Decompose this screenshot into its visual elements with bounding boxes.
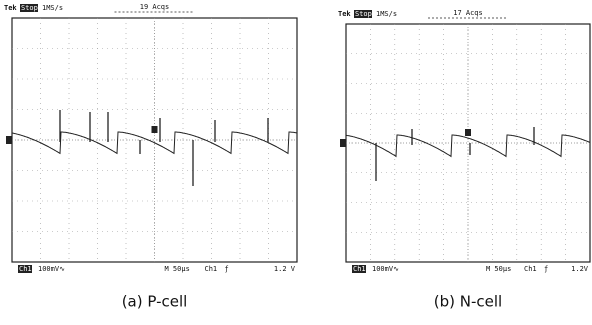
state: Stop xyxy=(355,10,372,18)
volts-per-div: 100mV∿ xyxy=(372,265,399,273)
figure: Tek Stop 1MS/s 19 Acqs Ch1 100mV∿ M 50μs Ch1 ƒ 1.… xyxy=(0,0,592,325)
ground-marker xyxy=(6,136,12,144)
acquisitions: 17 Acqs xyxy=(453,9,483,17)
trigger-source: Ch1 xyxy=(205,265,218,273)
caption: (a) P-cell xyxy=(122,293,188,311)
ground-marker xyxy=(340,139,346,147)
trigger-level: 1.2 V xyxy=(274,265,296,273)
page: Tek Stop 1MS/s 19 Acqs Ch1 100mV∿ M 50μs Ch1 ƒ 1.… xyxy=(0,0,592,325)
sample-rate: 1MS/s xyxy=(376,10,397,18)
trigger-slope: ƒ xyxy=(544,265,548,273)
trigger-marker xyxy=(152,126,158,133)
caption: (b) N-cell xyxy=(434,293,502,311)
channel: Ch1 xyxy=(19,265,32,273)
trigger-slope: ƒ xyxy=(225,265,229,273)
state: Stop xyxy=(21,4,38,12)
trigger-level: 1.2V xyxy=(571,265,589,273)
brand: Tek xyxy=(338,10,351,18)
timebase: M 50μs xyxy=(165,265,190,273)
brand: Tek xyxy=(4,4,17,12)
timebase: M 50μs xyxy=(486,265,511,273)
acquisitions: 19 Acqs xyxy=(140,3,170,11)
trigger-source: Ch1 xyxy=(524,265,537,273)
trigger-marker xyxy=(465,129,471,136)
channel: Ch1 xyxy=(353,265,366,273)
sample-rate: 1MS/s xyxy=(42,4,63,12)
volts-per-div: 100mV∿ xyxy=(38,265,65,273)
